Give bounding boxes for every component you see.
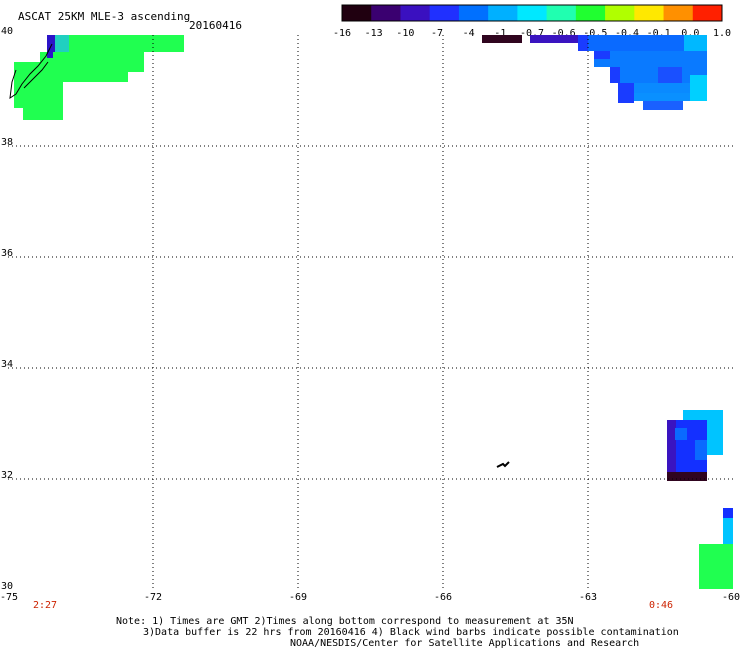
longitude-tick-label: -60 xyxy=(722,592,740,603)
colorbar-cell xyxy=(488,5,518,21)
colorbar-tick-label: -4 xyxy=(463,28,475,39)
colorbar-cell xyxy=(634,5,665,21)
colorbar-tick-label: -0.7 xyxy=(520,28,544,39)
colorbar-cell xyxy=(342,5,372,21)
colorbar-tick-label: -0.5 xyxy=(583,28,607,39)
colorbar-tick-label: -0.6 xyxy=(552,28,576,39)
note-line-2: 3)Data buffer is 22 hrs from 20160416 4)… xyxy=(143,627,679,638)
swath-east-middle xyxy=(667,410,723,481)
latitude-tick-label: 40 xyxy=(1,26,13,37)
latitude-tick-label: 32 xyxy=(1,470,13,481)
swath-northeast xyxy=(482,35,707,110)
colorbar-cell xyxy=(575,5,606,21)
colorbar-tick-label: -1 xyxy=(494,28,506,39)
wind-barb-mark xyxy=(496,461,510,468)
longitude-tick-label: -75 xyxy=(0,592,18,603)
colorbar-cell xyxy=(400,5,431,21)
colorbar-cell xyxy=(546,5,577,21)
colorbar-cell xyxy=(605,5,635,21)
note-line-1: Note: 1) Times are GMT 2)Times along bot… xyxy=(116,616,574,627)
colorbar-tick-label: -10 xyxy=(396,28,414,39)
longitude-tick-label: -63 xyxy=(579,592,597,603)
colorbar-cell xyxy=(692,5,723,21)
colorbar-cell xyxy=(429,5,460,21)
latitude-labels: 40 38 36 34 32 30 xyxy=(1,26,13,592)
colorbar-tick-label: 0.0 xyxy=(681,28,699,39)
colorbar-cell xyxy=(663,5,694,21)
colorbar-tick-label: -13 xyxy=(365,28,383,39)
colorbar-tick-label: -7 xyxy=(431,28,443,39)
latitude-tick-label: 30 xyxy=(1,581,13,592)
colorbar-cell xyxy=(371,5,401,21)
colorbar-cell xyxy=(517,5,548,21)
colorbar-cell xyxy=(458,5,489,21)
graticule xyxy=(8,35,733,590)
longitude-tick-label: -72 xyxy=(144,592,162,603)
product-date: 20160416 xyxy=(189,19,242,32)
latitude-tick-label: 34 xyxy=(1,359,13,370)
colorbar-tick-label: 1.0 xyxy=(713,28,731,39)
latitude-tick-label: 36 xyxy=(1,248,13,259)
longitude-labels: -75 -72 -69 -66 -63 -60 xyxy=(0,592,740,603)
right-time-label: 0:46 xyxy=(649,600,674,611)
latitude-tick-label: 38 xyxy=(1,137,13,148)
longitude-tick-label: -66 xyxy=(434,592,452,603)
swath-northwest xyxy=(9,35,184,120)
left-time-label: 2:27 xyxy=(33,600,58,611)
product-title: ASCAT 25KM MLE-3 ascending xyxy=(18,10,191,23)
colorbar-tick-label: -0.1 xyxy=(647,28,671,39)
longitude-tick-label: -69 xyxy=(289,592,307,603)
colorbar-tick-label: -0.4 xyxy=(615,28,639,39)
colorbar: -16 -13 -10 -7 -4 -1 -0.7 -0.6 -0.5 -0.4 -0.1 0.0 1.… xyxy=(333,4,731,39)
note-line-3: NOAA/NESDIS/Center for Satellite Applica… xyxy=(290,638,640,649)
colorbar-tick-label: -16 xyxy=(333,28,351,39)
swath-southeast xyxy=(699,508,733,589)
